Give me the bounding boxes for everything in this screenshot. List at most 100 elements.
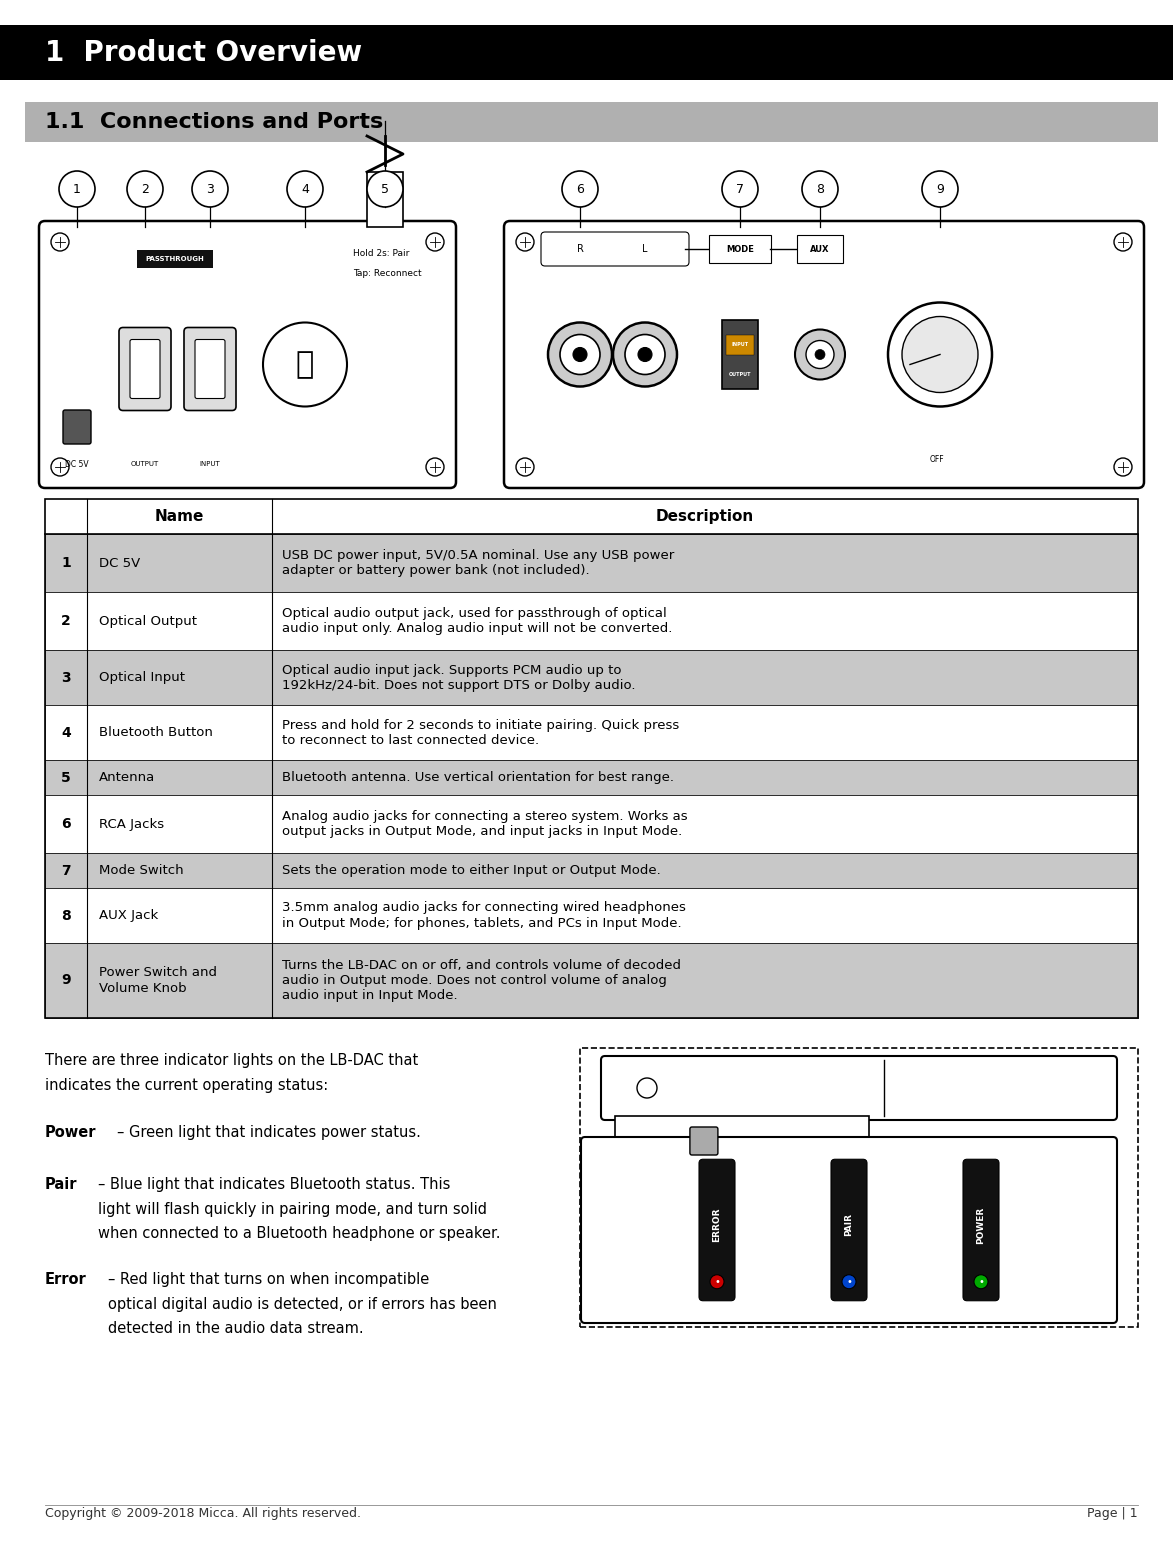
FancyBboxPatch shape (830, 1159, 867, 1300)
Text: DC 5V: DC 5V (99, 556, 141, 570)
FancyBboxPatch shape (708, 235, 771, 263)
FancyBboxPatch shape (601, 1056, 1117, 1121)
Text: AUX: AUX (811, 245, 829, 254)
Text: RCA Jacks: RCA Jacks (99, 817, 164, 830)
FancyBboxPatch shape (504, 221, 1144, 488)
Text: MODE: MODE (726, 245, 754, 254)
Circle shape (902, 316, 978, 393)
Circle shape (1114, 234, 1132, 251)
Text: 8: 8 (816, 183, 823, 195)
Circle shape (637, 1077, 657, 1098)
Text: Optical Input: Optical Input (99, 670, 185, 684)
FancyBboxPatch shape (690, 1127, 718, 1155)
Text: POWER: POWER (976, 1206, 985, 1243)
Text: There are three indicator lights on the LB-DAC that
indicates the current operat: There are three indicator lights on the … (45, 1053, 419, 1093)
Text: Optical audio input jack. Supports PCM audio up to
192kHz/24-bit. Does not suppo: Optical audio input jack. Supports PCM a… (282, 664, 636, 692)
Text: DC 5V: DC 5V (66, 460, 89, 469)
Bar (45, 498, 1138, 1019)
Text: ERROR: ERROR (712, 1207, 721, 1241)
Text: L: L (643, 245, 647, 254)
Circle shape (974, 1274, 988, 1289)
FancyBboxPatch shape (63, 410, 91, 444)
Text: PAIR: PAIR (845, 1214, 854, 1237)
Text: •: • (846, 1277, 852, 1286)
Bar (45, 760, 1138, 796)
Text: 8: 8 (61, 909, 70, 923)
FancyBboxPatch shape (699, 1159, 735, 1300)
Text: Analog audio jacks for connecting a stereo system. Works as
output jacks in Outp: Analog audio jacks for connecting a ster… (282, 810, 687, 837)
FancyBboxPatch shape (130, 339, 160, 398)
Circle shape (548, 322, 612, 387)
Bar (45, 650, 1138, 704)
Text: Power: Power (45, 1125, 96, 1139)
Text: Sets the operation mode to either Input or Output Mode.: Sets the operation mode to either Input … (282, 864, 660, 878)
Circle shape (426, 458, 445, 475)
Text: Mode Switch: Mode Switch (99, 864, 184, 878)
Text: 5: 5 (61, 771, 70, 785)
Text: 3: 3 (61, 670, 70, 684)
Circle shape (795, 330, 845, 379)
Text: OFF: OFF (930, 455, 944, 464)
Text: Error: Error (45, 1272, 87, 1286)
Text: Copyright © 2009-2018 Micca. All rights reserved.: Copyright © 2009-2018 Micca. All rights … (45, 1508, 361, 1520)
Bar (137, 249, 213, 268)
Text: Bluetooth antenna. Use vertical orientation for best range.: Bluetooth antenna. Use vertical orientat… (282, 771, 674, 783)
Circle shape (613, 322, 677, 387)
Circle shape (192, 170, 228, 207)
FancyBboxPatch shape (39, 221, 456, 488)
Text: 2: 2 (61, 615, 70, 628)
FancyBboxPatch shape (963, 1159, 999, 1300)
Text: 2: 2 (141, 183, 149, 195)
Text: •: • (714, 1277, 720, 1286)
Text: 3: 3 (206, 183, 213, 195)
Text: 1: 1 (61, 556, 70, 570)
Text: 6: 6 (576, 183, 584, 195)
Text: R: R (577, 245, 583, 254)
FancyBboxPatch shape (723, 320, 758, 389)
FancyBboxPatch shape (118, 328, 171, 410)
Circle shape (50, 458, 69, 475)
Text: – Red light that turns on when incompatible
optical digital audio is detected, o: – Red light that turns on when incompati… (108, 1272, 497, 1336)
Circle shape (1114, 458, 1132, 475)
Circle shape (127, 170, 163, 207)
Text: Page | 1: Page | 1 (1087, 1508, 1138, 1520)
Circle shape (562, 170, 598, 207)
Circle shape (842, 1274, 856, 1289)
Text: Bluetooth Button: Bluetooth Button (99, 726, 212, 738)
Circle shape (50, 234, 69, 251)
Circle shape (426, 234, 445, 251)
Bar (45, 796, 1138, 853)
Circle shape (802, 170, 838, 207)
Circle shape (516, 458, 534, 475)
Text: 1.1  Connections and Ports: 1.1 Connections and Ports (45, 111, 384, 132)
Text: Pair: Pair (45, 1176, 77, 1192)
Text: PASSTHROUGH: PASSTHROUGH (145, 255, 204, 262)
Text: – Green light that indicates power status.: – Green light that indicates power statu… (117, 1125, 421, 1139)
Circle shape (560, 334, 601, 375)
Text: 1: 1 (73, 183, 81, 195)
Text: ⦾: ⦾ (296, 350, 314, 379)
Circle shape (263, 322, 347, 407)
Circle shape (287, 170, 323, 207)
Text: OUTPUT: OUTPUT (131, 461, 160, 467)
Text: INPUT: INPUT (199, 461, 221, 467)
Circle shape (516, 234, 534, 251)
Circle shape (922, 170, 958, 207)
Text: Tap: Reconnect: Tap: Reconnect (353, 269, 421, 279)
Bar (579, 1048, 1138, 1327)
Text: 4: 4 (301, 183, 308, 195)
Text: AUX Jack: AUX Jack (99, 909, 158, 923)
Bar (45, 853, 1138, 889)
FancyBboxPatch shape (541, 232, 689, 266)
Bar (45, 591, 1138, 650)
Circle shape (638, 347, 652, 362)
Bar (726, 334, 754, 354)
Text: Description: Description (656, 509, 754, 525)
Circle shape (572, 347, 586, 362)
Circle shape (723, 170, 758, 207)
Text: 5: 5 (381, 183, 389, 195)
Circle shape (806, 341, 834, 368)
Text: Press and hold for 2 seconds to initiate pairing. Quick press
to reconnect to la: Press and hold for 2 seconds to initiate… (282, 718, 679, 746)
Text: 7: 7 (61, 864, 70, 878)
Text: •: • (978, 1277, 984, 1286)
